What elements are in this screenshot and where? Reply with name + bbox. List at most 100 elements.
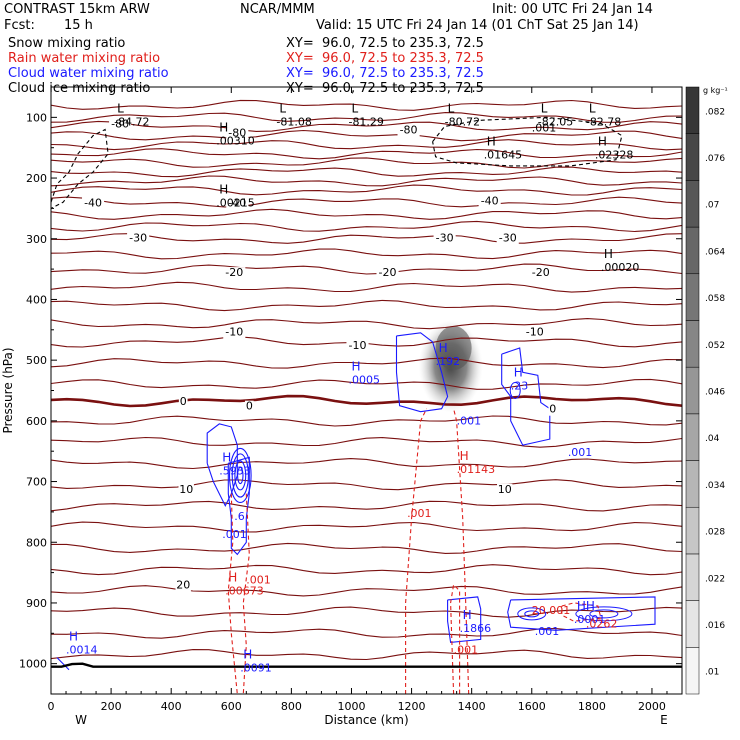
snow-ice-extremum-marker: H (604, 247, 613, 261)
x-tick-label: 600 (221, 700, 242, 713)
isotherm-label-bg (223, 267, 246, 280)
temperature-extremum-value: -82.05 (538, 115, 573, 128)
colorbar-segment (685, 86, 700, 134)
isotherm-label-bg (109, 118, 132, 131)
temperature-extremum-marker: L (351, 101, 358, 115)
colorbar-label: .034 (705, 481, 725, 491)
x-tick-label: 1400 (458, 700, 486, 713)
temperature-extremum-marker: L (448, 101, 455, 115)
isotherm-label: -10 (225, 326, 243, 339)
colorbar-label: .076 (705, 154, 725, 164)
isotherm-label-bg (433, 232, 456, 245)
cloud-water-extremum-value: .0014 (66, 643, 98, 656)
cloud-water-extremum-value: .001 (222, 528, 247, 541)
valid-time: Valid: 15 UTC Fri 24 Jan 14 (01 ChT Sat … (316, 18, 639, 33)
cloud-water-extremum-value: .0091 (240, 662, 271, 675)
isotherm-label-bg (523, 326, 546, 339)
colorbar-segment (685, 600, 700, 648)
isotherm-label-bg (226, 197, 249, 210)
isotherm (51, 500, 682, 512)
isotherm-label: -30 (436, 232, 454, 245)
y-tick-label: 300 (26, 233, 47, 246)
cloud-water-contour (447, 596, 482, 643)
isotherm (51, 139, 682, 151)
colorbar-unit: g kg⁻¹ (703, 86, 728, 95)
isotherm (51, 649, 682, 661)
isotherm (51, 248, 682, 260)
colorbar-segment (685, 366, 700, 415)
isotherm-label-bg (175, 579, 191, 592)
colorbar-label: .046 (705, 388, 725, 398)
x-tick-label: 1800 (578, 700, 606, 713)
isotherm (51, 542, 682, 554)
cloud-water-contour (237, 466, 244, 485)
cloud-water-contour (234, 460, 247, 491)
isotherm (51, 318, 682, 330)
isotherm (51, 184, 682, 196)
colorbar-label: .016 (705, 621, 725, 631)
isotherm-label-bg (178, 395, 188, 408)
temperature-extremum-value: -81.08 (276, 115, 311, 128)
isotherm (51, 479, 682, 491)
isotherm-label-bg (127, 232, 150, 245)
isotherm (51, 129, 682, 142)
isotherm (51, 521, 682, 533)
colorbar-segment (685, 553, 700, 601)
isotherm-label: -80 (228, 127, 246, 140)
isotherm (51, 166, 682, 178)
isotherm (51, 220, 682, 233)
rain-contour (450, 583, 461, 694)
cloud-water-contour (509, 382, 521, 399)
isotherm (51, 120, 682, 132)
isotherm-label-bg (397, 124, 420, 137)
colorbar-segment (685, 180, 700, 228)
isotherm-label: -80 (111, 117, 129, 130)
rain-contour (227, 493, 238, 694)
colorbar-segment (685, 506, 700, 555)
cloud-water-extremum-value: .1866 (460, 622, 492, 635)
cloud-water-extremum-value: .001 (457, 415, 482, 428)
cloud-water-extremum-marker: H (514, 365, 523, 379)
isotherm-label: -40 (228, 196, 246, 209)
snow-ice-extremum-value: .00215 (216, 197, 255, 210)
colorbar-segment (685, 320, 700, 368)
y-tick-label: 400 (26, 293, 47, 306)
y-tick-label: 700 (26, 476, 47, 489)
x-tick-label: 2000 (638, 700, 666, 713)
temperature-extremum-value: -81.29 (348, 115, 383, 128)
isotherm-label: -20 (225, 266, 243, 279)
isotherm (51, 208, 682, 220)
colorbar-label: .082 (705, 107, 725, 117)
snow-ice-extremum-marker: H (219, 121, 228, 135)
rain-extremum-value: .001 (246, 574, 270, 587)
isotherm (51, 564, 682, 576)
center-label: NCAR/MMM (240, 2, 315, 17)
rain-contour (242, 493, 250, 694)
isotherm-label-bg (223, 326, 246, 339)
cloud-water-extremum-value: .5933 (219, 464, 251, 477)
isotherm (51, 157, 682, 169)
snow-contour (432, 116, 623, 167)
snow-ice-extremum-value: .00020 (601, 261, 640, 274)
cloud-water-extremum-marker: H (69, 629, 78, 643)
cloud-water-extremum-marker: H (351, 359, 360, 373)
snow-ice-extremum-marker: H (219, 183, 228, 197)
isotherm (51, 233, 682, 244)
y-tick-label: 200 (26, 172, 47, 185)
rain-extremum-value: .01143 (457, 463, 496, 476)
x-tick-label: 400 (161, 700, 182, 713)
temperature-extremum-marker: L (541, 101, 548, 115)
rain-extremum-marker: H (460, 449, 469, 463)
isotherm (51, 148, 682, 160)
isotherm-label: 10 (179, 483, 193, 496)
isotherm-label-bg (548, 403, 558, 416)
y-tick-label: 800 (26, 536, 47, 549)
snow-ice-extremum-marker: H (598, 135, 607, 149)
rain-extremum-value: .0262 (586, 617, 618, 630)
surface-line (51, 662, 682, 668)
isotherm-label-bg (178, 483, 194, 496)
colorbar-segment (685, 133, 700, 181)
isotherm-label: 0 (549, 403, 556, 416)
rain-extremum-value: 20.001 (532, 604, 571, 617)
